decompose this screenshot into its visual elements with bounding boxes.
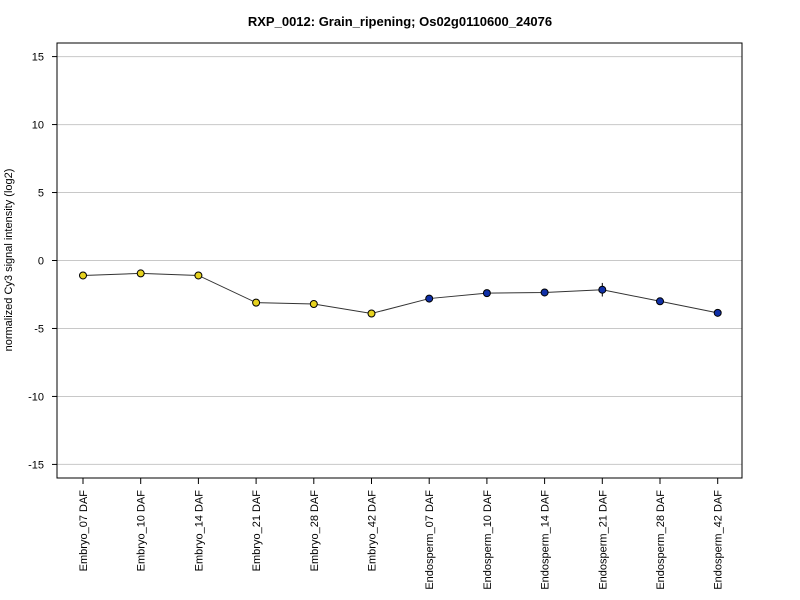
x-tick-label: Endosperm_10 DAF <box>482 490 494 590</box>
data-point <box>79 271 87 280</box>
data-point <box>482 289 491 298</box>
data-point <box>194 271 203 280</box>
x-tick-label: Endosperm_42 DAF <box>713 490 725 590</box>
series-line <box>82 272 718 315</box>
x-tick-label: Embryo_14 DAF <box>193 490 205 572</box>
chart-title: RXP_0012: Grain_ripening; Os02g0110600_2… <box>248 14 552 29</box>
data-point <box>713 308 722 317</box>
data-point <box>252 298 261 307</box>
series-layer <box>79 269 722 318</box>
y-axis: -15 -10 -5 0 5 10 15 <box>28 52 57 471</box>
y-tick-label: -5 <box>34 323 44 335</box>
x-tick-label: Endosperm_14 DAF <box>540 490 552 590</box>
y-tick-label: 5 <box>38 188 44 200</box>
y-tick-label: 10 <box>32 120 44 132</box>
y-tick-label: -15 <box>28 459 44 471</box>
y-tick-label: 0 <box>38 256 44 268</box>
x-tick-label: Endosperm_21 DAF <box>597 490 609 590</box>
data-point <box>656 297 664 306</box>
x-tick-label: Endosperm_07 DAF <box>424 490 436 590</box>
data-point <box>425 294 434 303</box>
data-point <box>309 300 318 308</box>
x-tick-label: Embryo_42 DAF <box>367 490 379 572</box>
x-axis: Embryo_07 DAF Embryo_10 DAF Embryo_14 DAF E… <box>78 478 725 590</box>
data-point <box>540 288 549 297</box>
y-tick-label: 15 <box>32 52 44 64</box>
x-tick-label: Endosperm_28 DAF <box>655 490 667 590</box>
y-tick-label: -10 <box>28 391 44 403</box>
x-tick-label: Embryo_10 DAF <box>136 490 148 572</box>
data-point <box>136 269 145 278</box>
x-tick-label: Embryo_21 DAF <box>251 490 263 572</box>
x-tick-label: Embryo_07 DAF <box>78 490 90 572</box>
y-axis-label: normalized Cy3 signal intensity (log2) <box>3 169 15 352</box>
grid-lines <box>57 56 742 465</box>
x-tick-label: Embryo_28 DAF <box>309 490 321 572</box>
data-point <box>367 309 376 318</box>
data-point <box>598 285 607 294</box>
